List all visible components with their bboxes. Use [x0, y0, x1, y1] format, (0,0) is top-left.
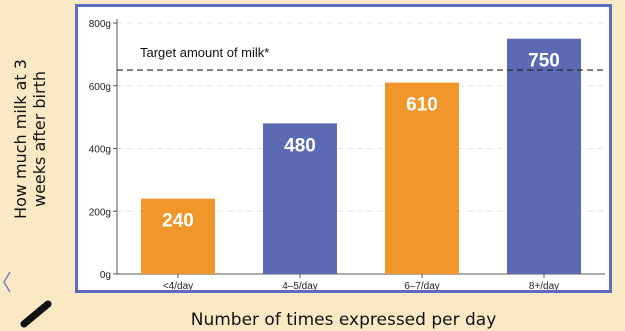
bar-value-label: 240 — [162, 211, 194, 232]
x-tick-label: 8+/day — [529, 281, 559, 290]
y-tick-label: 0g — [100, 270, 111, 281]
bar-3 — [507, 38, 581, 274]
y-axis-title-line-2: weeks after birth — [30, 71, 50, 208]
bar-value-label: 750 — [528, 51, 560, 72]
bar-1 — [263, 123, 337, 275]
target-label: Target amount of milk* — [140, 45, 269, 60]
x-tick-label: <4/day — [163, 281, 193, 290]
pen-icon — [20, 300, 52, 328]
y-tick-label: 800g — [89, 19, 111, 30]
x-axis-title: Number of times expressed per day — [190, 310, 497, 330]
bar-value-label: 610 — [406, 95, 438, 116]
y-tick-label: 200g — [89, 207, 111, 218]
y-axis-title-line-1: How much milk at 3 — [11, 59, 31, 219]
bar-value-label: 480 — [284, 135, 316, 156]
bar-0 — [141, 198, 215, 274]
y-axis-title: How much milk at 3 weeks after birth — [4, 14, 56, 264]
bracket-decoration — [3, 271, 11, 293]
bar-2 — [385, 82, 459, 274]
x-tick-label: 4–5/day — [282, 281, 318, 290]
chart-frame: 0g 200g 400g 600g 800g <4/day 240 4–5/day 480 6–7… — [75, 4, 612, 293]
bar-chart: 0g 200g 400g 600g 800g <4/day 240 4–5/day 480 6–7… — [89, 19, 605, 290]
y-tick-label: 600g — [89, 82, 111, 93]
x-tick-label: 6–7/day — [404, 281, 440, 290]
y-tick-label: 400g — [89, 145, 111, 156]
